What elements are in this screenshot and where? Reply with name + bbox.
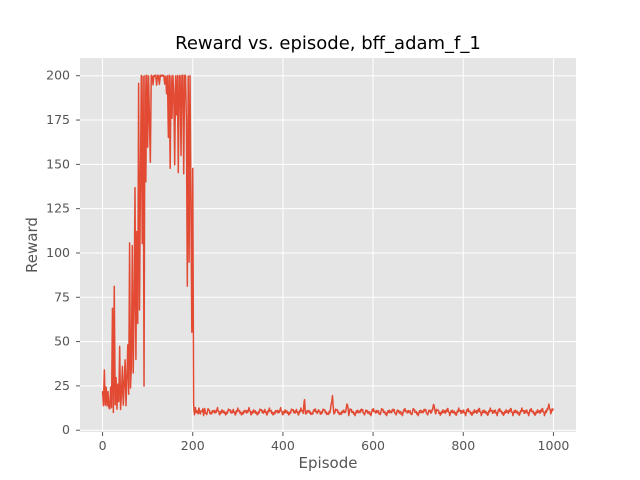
plot-area — [80, 58, 576, 432]
y-tick-label: 25 — [54, 378, 70, 393]
y-tick-labels: 0 25 50 75 100 125 150 175 200 — [46, 68, 70, 438]
y-tick-label: 200 — [46, 68, 70, 83]
x-tick-labels: 0 200 400 600 800 1000 — [99, 438, 570, 453]
y-tick-label: 175 — [46, 112, 70, 127]
x-tick-label: 800 — [451, 438, 475, 453]
series-group — [101, 74, 554, 417]
x-tick-label: 1000 — [538, 438, 570, 453]
y-tick-label: 0 — [62, 422, 70, 437]
y-axis-label: Reward — [23, 217, 41, 273]
x-tick-label: 0 — [99, 438, 107, 453]
series-line-0 — [101, 74, 554, 417]
chart-title: Reward vs. episode, bff_adam_f_1 — [175, 33, 481, 54]
y-tick-label: 100 — [46, 245, 70, 260]
x-tick-label: 200 — [181, 438, 205, 453]
grid-y — [80, 75, 576, 431]
x-tick-label: 600 — [361, 438, 385, 453]
y-tick-label: 125 — [46, 201, 70, 216]
y-tick-label: 50 — [54, 334, 70, 349]
y-tick-label: 75 — [54, 289, 70, 304]
x-tick-label: 400 — [271, 438, 295, 453]
x-axis-label: Episode — [299, 454, 358, 472]
tick-marks — [76, 75, 554, 436]
y-tick-label: 150 — [46, 156, 70, 171]
